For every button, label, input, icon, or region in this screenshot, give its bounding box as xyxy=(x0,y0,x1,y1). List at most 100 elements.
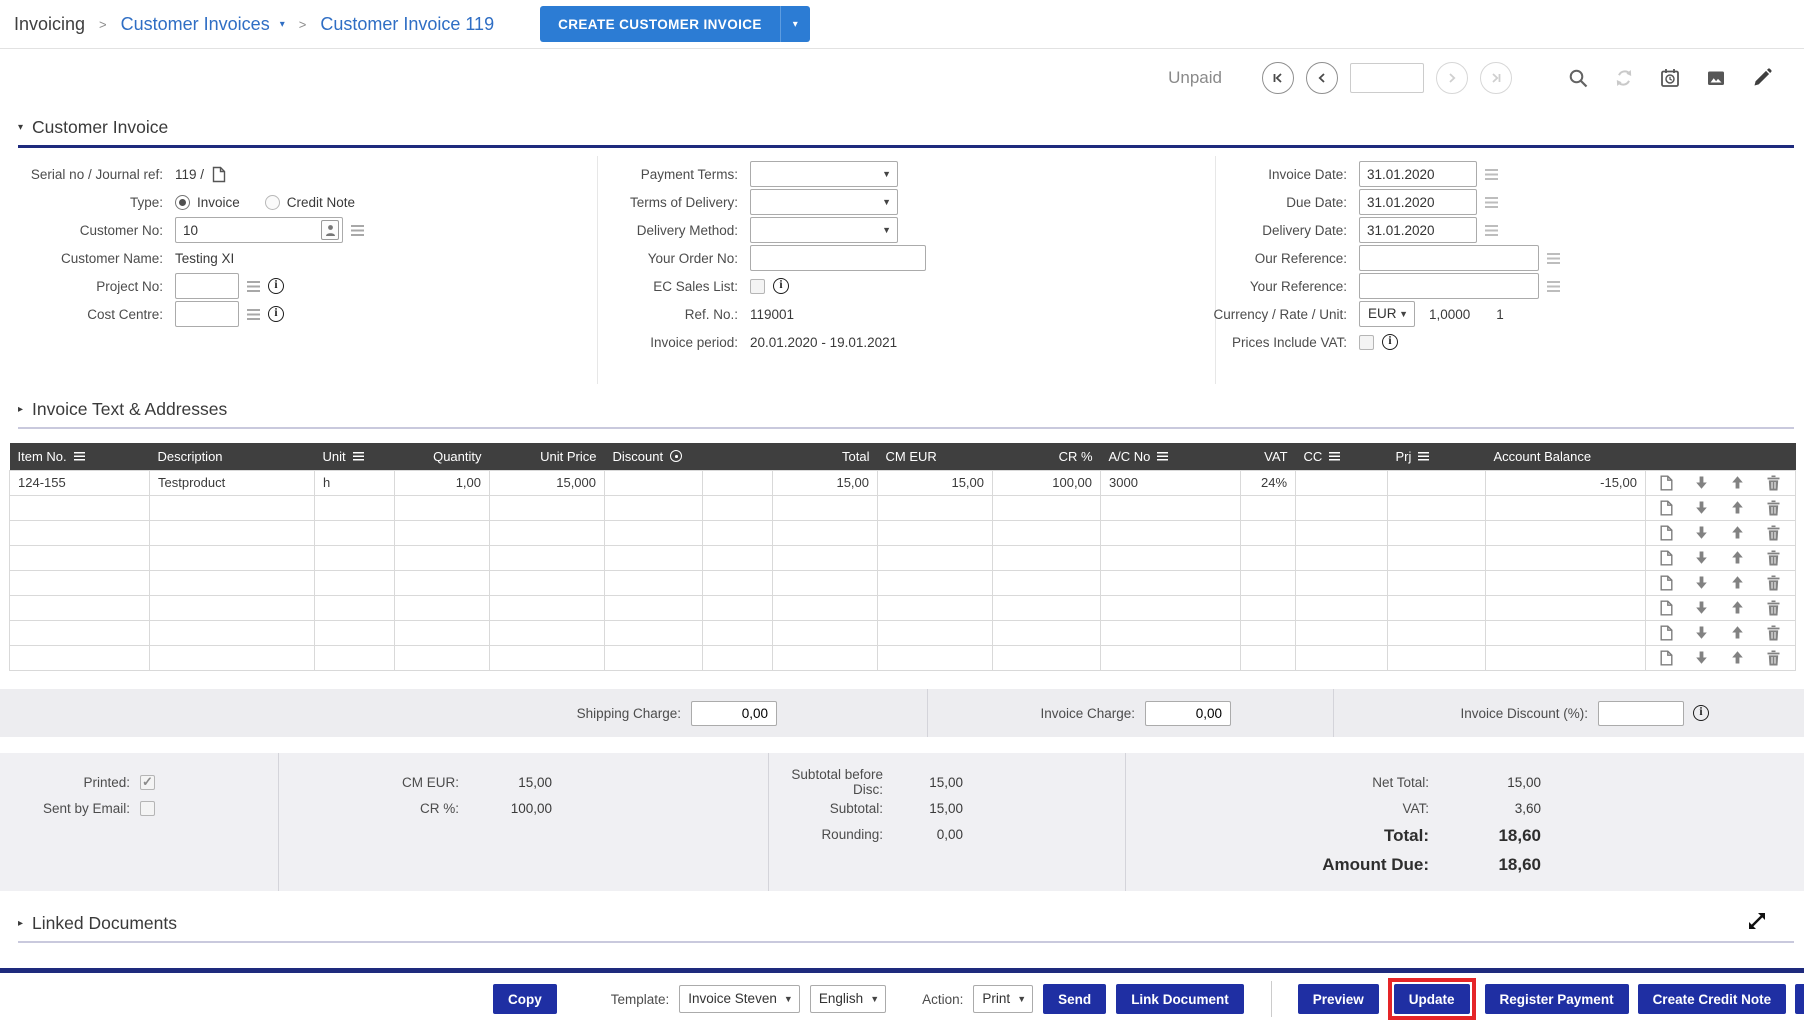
cell-total[interactable]: 15,00 xyxy=(772,469,879,496)
last-record-button[interactable] xyxy=(1480,62,1512,94)
due-date-input[interactable] xyxy=(1359,189,1477,215)
row-delete-icon[interactable] xyxy=(1766,550,1781,566)
ec-sales-checkbox[interactable] xyxy=(750,278,765,294)
row-delete-icon[interactable] xyxy=(1766,575,1781,591)
cancel-button[interactable]: Cancel xyxy=(1795,984,1804,1014)
row-move-down-icon[interactable] xyxy=(1694,575,1709,590)
next-record-button[interactable] xyxy=(1436,62,1468,94)
image-icon[interactable] xyxy=(1704,66,1728,90)
project-info-icon[interactable] xyxy=(268,278,284,294)
row-move-up-icon[interactable] xyxy=(1730,475,1745,490)
terms-of-delivery-select[interactable]: ▼ xyxy=(750,189,898,215)
previous-record-button[interactable] xyxy=(1306,62,1338,94)
row-page-icon[interactable] xyxy=(1660,625,1673,641)
record-number-input[interactable] xyxy=(1350,63,1424,93)
breadcrumb-customer-invoice-119[interactable]: Customer Invoice 119 xyxy=(320,13,495,34)
invoice-date-input[interactable] xyxy=(1359,161,1477,187)
breadcrumb-customer-invoices[interactable]: Customer Invoices xyxy=(120,13,270,34)
type-invoice-radio[interactable] xyxy=(175,194,190,210)
cost-centre-list-icon[interactable] xyxy=(247,308,260,320)
journal-ref-page-icon[interactable] xyxy=(212,166,226,183)
row-move-up-icon[interactable] xyxy=(1730,600,1745,615)
section-linked-documents-toggle[interactable]: ▸ Linked Documents xyxy=(18,913,1794,934)
cost-centre-info-icon[interactable] xyxy=(268,306,284,322)
create-customer-invoice-button[interactable]: CREATE CUSTOMER INVOICE xyxy=(540,6,780,42)
your-reference-input[interactable] xyxy=(1359,273,1539,299)
customer-no-input[interactable] xyxy=(175,217,343,243)
invoice-charge-input[interactable] xyxy=(1145,700,1231,726)
sent-by-email-checkbox[interactable] xyxy=(140,800,155,816)
row-move-up-icon[interactable] xyxy=(1730,625,1745,640)
register-payment-button[interactable]: Register Payment xyxy=(1484,984,1629,1014)
delivery-date-picker-icon[interactable] xyxy=(1485,224,1498,236)
row-page-icon[interactable] xyxy=(1660,575,1673,591)
ac-no-list-icon[interactable] xyxy=(1157,451,1169,461)
row-page-icon[interactable] xyxy=(1660,500,1673,516)
update-button[interactable]: Update xyxy=(1393,984,1470,1014)
row-page-icon[interactable] xyxy=(1660,525,1673,541)
create-credit-note-button[interactable]: Create Credit Note xyxy=(1637,984,1787,1014)
row-move-up-icon[interactable] xyxy=(1730,575,1745,590)
row-move-down-icon[interactable] xyxy=(1694,550,1709,565)
invoice-discount-input[interactable] xyxy=(1598,700,1684,726)
template-select[interactable]: Invoice Steven ▼ xyxy=(679,985,800,1013)
row-move-down-icon[interactable] xyxy=(1694,525,1709,540)
row-delete-icon[interactable] xyxy=(1766,500,1781,516)
item-no-list-icon[interactable] xyxy=(73,451,85,461)
discount-info-icon[interactable] xyxy=(670,450,683,463)
cell-ac-no[interactable]: 3000 xyxy=(1100,469,1242,496)
send-button[interactable]: Send xyxy=(1043,984,1107,1014)
cell-item-no[interactable]: 124-155 xyxy=(9,469,150,496)
refresh-icon[interactable] xyxy=(1612,66,1636,90)
cost-centre-input[interactable] xyxy=(175,301,239,327)
section-invoice-text-toggle[interactable]: ▸ Invoice Text & Addresses xyxy=(18,399,1794,420)
row-move-up-icon[interactable] xyxy=(1730,525,1745,540)
create-invoice-dropdown-icon[interactable]: ▾ xyxy=(779,6,810,42)
your-reference-list-icon[interactable] xyxy=(1547,280,1560,292)
row-delete-icon[interactable] xyxy=(1766,625,1781,641)
invoice-discount-info-icon[interactable] xyxy=(1693,705,1709,721)
delivery-method-select[interactable]: ▼ xyxy=(750,217,898,243)
customer-picker-person-icon[interactable] xyxy=(321,220,339,240)
cell-vat[interactable]: 24% xyxy=(1240,469,1297,496)
row-move-up-icon[interactable] xyxy=(1730,550,1745,565)
cell-discount[interactable] xyxy=(604,469,703,496)
ec-sales-info-icon[interactable] xyxy=(773,278,789,294)
breadcrumb-invoicing[interactable]: Invoicing xyxy=(14,13,86,34)
unit-list-icon[interactable] xyxy=(352,451,364,461)
row-move-down-icon[interactable] xyxy=(1694,475,1709,490)
edit-icon[interactable] xyxy=(1750,66,1774,90)
our-reference-input[interactable] xyxy=(1359,245,1539,271)
first-record-button[interactable] xyxy=(1262,62,1294,94)
cell-description[interactable]: Testproduct xyxy=(149,469,315,496)
customer-list-icon[interactable] xyxy=(351,224,364,236)
payment-terms-select[interactable]: ▼ xyxy=(750,161,898,187)
cell-quantity[interactable]: 1,00 xyxy=(394,469,490,496)
row-page-icon[interactable] xyxy=(1660,550,1673,566)
delivery-date-input[interactable] xyxy=(1359,217,1477,243)
project-list-icon[interactable] xyxy=(247,280,260,292)
prices-include-vat-checkbox[interactable] xyxy=(1359,334,1374,350)
prices-include-vat-info-icon[interactable] xyxy=(1382,334,1398,350)
calendar-icon[interactable] xyxy=(1658,66,1682,90)
action-select[interactable]: Print ▼ xyxy=(973,985,1034,1013)
cell-unit[interactable]: h xyxy=(314,469,395,496)
project-no-input[interactable] xyxy=(175,273,239,299)
row-move-up-icon[interactable] xyxy=(1730,650,1745,665)
your-order-no-input[interactable] xyxy=(750,245,926,271)
row-delete-icon[interactable] xyxy=(1766,525,1781,541)
currency-select[interactable]: EUR ▼ xyxy=(1359,301,1415,327)
row-move-down-icon[interactable] xyxy=(1694,650,1709,665)
row-move-up-icon[interactable] xyxy=(1730,500,1745,515)
fullscreen-icon[interactable] xyxy=(1744,908,1770,934)
breadcrumb-dropdown-icon[interactable]: ▾ xyxy=(279,18,285,30)
shipping-charge-input[interactable] xyxy=(691,700,777,726)
due-date-picker-icon[interactable] xyxy=(1485,196,1498,208)
row-move-down-icon[interactable] xyxy=(1694,600,1709,615)
row-delete-icon[interactable] xyxy=(1766,475,1781,491)
type-credit-note-radio[interactable] xyxy=(264,194,280,210)
language-select[interactable]: English ▼ xyxy=(809,985,887,1013)
cell-prj[interactable] xyxy=(1387,469,1487,496)
preview-button[interactable]: Preview xyxy=(1297,984,1379,1014)
search-icon[interactable] xyxy=(1566,66,1590,90)
